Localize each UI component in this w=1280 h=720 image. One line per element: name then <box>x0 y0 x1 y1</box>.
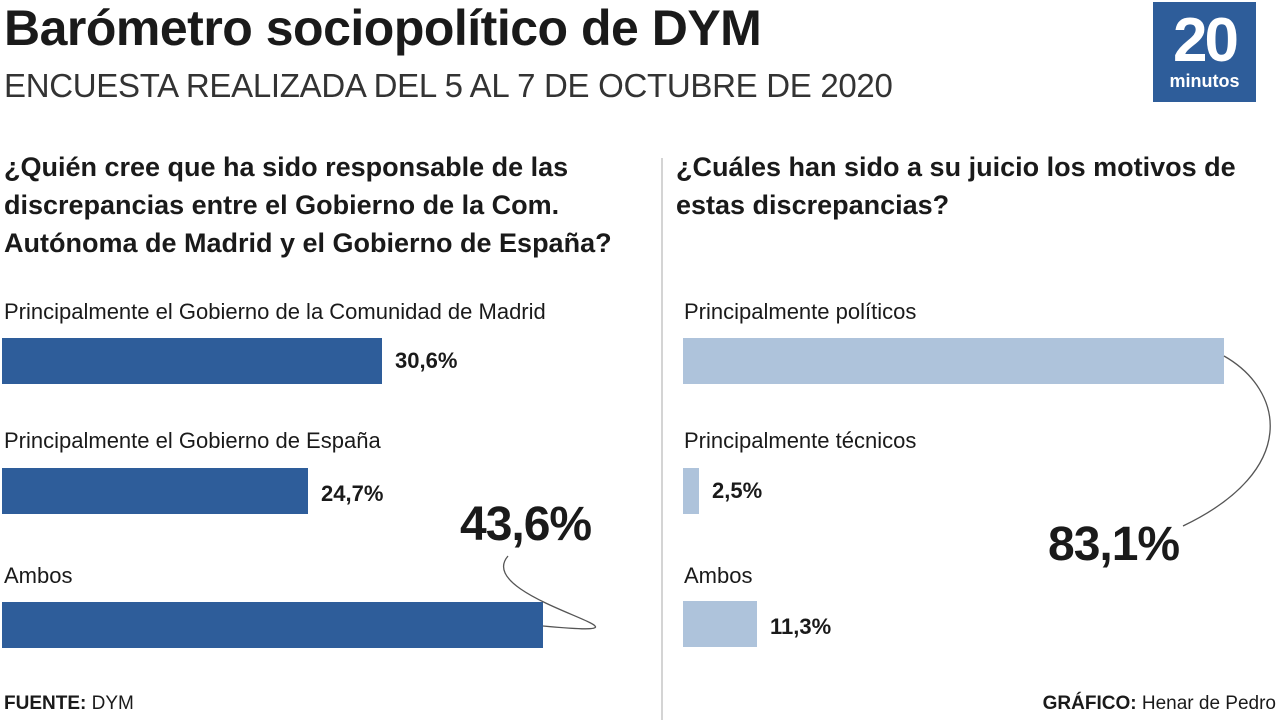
right-category-label-2: Ambos <box>684 563 753 588</box>
credit-note: GRÁFICO: Henar de Pedro <box>1043 692 1276 716</box>
left-category-label-2: Ambos <box>4 563 73 588</box>
left-category-label-0: Principalmente el Gobierno de la Comunid… <box>4 299 546 324</box>
right-category-label-1: Principalmente técnicos <box>684 428 917 453</box>
right-value-label-1: 2,5% <box>712 478 763 503</box>
source-note: FUENTE: DYM <box>4 692 134 716</box>
left-question: ¿Quién cree que ha sido responsable de l… <box>4 152 612 258</box>
logo-number: 20 <box>1173 6 1239 75</box>
right-bar-0 <box>683 338 1224 384</box>
logo-word: minutos <box>1169 71 1240 91</box>
source-value: DYM <box>91 693 134 714</box>
right-value-label-0: 83,1% <box>1048 518 1180 571</box>
left-category-label-1: Principalmente el Gobierno de España <box>4 428 381 453</box>
right-question: ¿Cuáles han sido a su juicio los motivos… <box>676 152 1236 220</box>
right-category-label-0: Principalmente políticos <box>684 299 917 324</box>
left-bar-0 <box>2 338 382 384</box>
chart-subtitle: ENCUESTA REALIZADA DEL 5 AL 7 DE OCTUBRE… <box>4 67 893 104</box>
right-value-label-2: 11,3% <box>770 614 832 639</box>
column-divider <box>661 158 663 720</box>
brand-logo: 20 minutos <box>1153 2 1256 102</box>
left-bar-1 <box>2 468 308 514</box>
credit-label: GRÁFICO: <box>1042 693 1137 714</box>
left-bar-2 <box>2 602 543 648</box>
right-bar-2 <box>683 601 757 647</box>
left-value-label-2: 43,6% <box>460 498 592 551</box>
left-value-label-0: 30,6% <box>395 348 458 373</box>
chart-title: Barómetro sociopolítico de DYM <box>4 0 762 56</box>
source-label: FUENTE: <box>4 693 87 714</box>
credit-value: Henar de Pedro <box>1141 693 1276 714</box>
right-bar-1 <box>683 468 699 514</box>
left-value-label-1: 24,7% <box>321 481 384 506</box>
